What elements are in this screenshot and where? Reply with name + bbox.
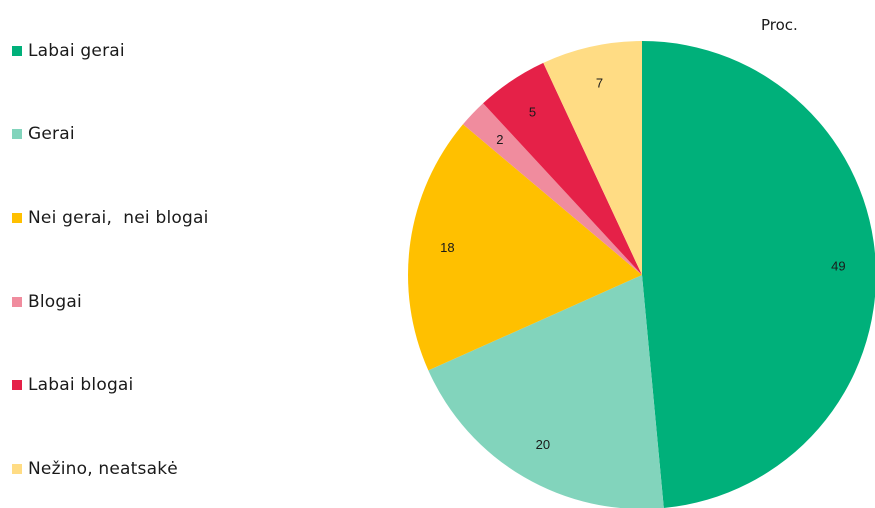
legend-label: Labai gerai [28, 41, 125, 61]
legend-item: Gerai [12, 122, 75, 146]
slice-value-label: 2 [496, 132, 503, 147]
legend-swatch [12, 380, 22, 390]
legend-label: Gerai [28, 124, 75, 144]
legend: Labai gerai Gerai Nei gerai, nei blogai … [12, 0, 312, 508]
slice-value-label: 7 [596, 76, 603, 91]
legend-item: Nei gerai, nei blogai [12, 206, 209, 230]
slice-value-label: 49 [831, 258, 845, 273]
legend-label: Labai blogai [28, 375, 134, 395]
legend-label: Blogai [28, 292, 82, 312]
pie-slice [408, 124, 642, 371]
pie-slice [543, 41, 642, 275]
pie-slice [428, 275, 664, 508]
legend-swatch [12, 129, 22, 139]
legend-item: Blogai [12, 290, 82, 314]
pie-slice [642, 41, 875, 508]
legend-swatch [12, 464, 22, 474]
legend-item: Nežino, neatsakė [12, 457, 178, 481]
legend-swatch [12, 213, 22, 223]
slice-value-label: 5 [529, 104, 536, 119]
legend-item: Labai blogai [12, 373, 133, 397]
legend-label: Nežino, neatsakė [28, 459, 178, 479]
slice-value-label: 20 [536, 437, 550, 452]
legend-label: Nei gerai, nei blogai [28, 208, 209, 228]
legend-item: Labai gerai [12, 39, 125, 63]
legend-swatch [12, 297, 22, 307]
pie-slice [483, 62, 642, 276]
slice-value-label: 18 [440, 240, 454, 255]
legend-swatch [12, 46, 22, 56]
pie-slice [463, 103, 642, 275]
unit-label: Proc. [761, 16, 798, 34]
